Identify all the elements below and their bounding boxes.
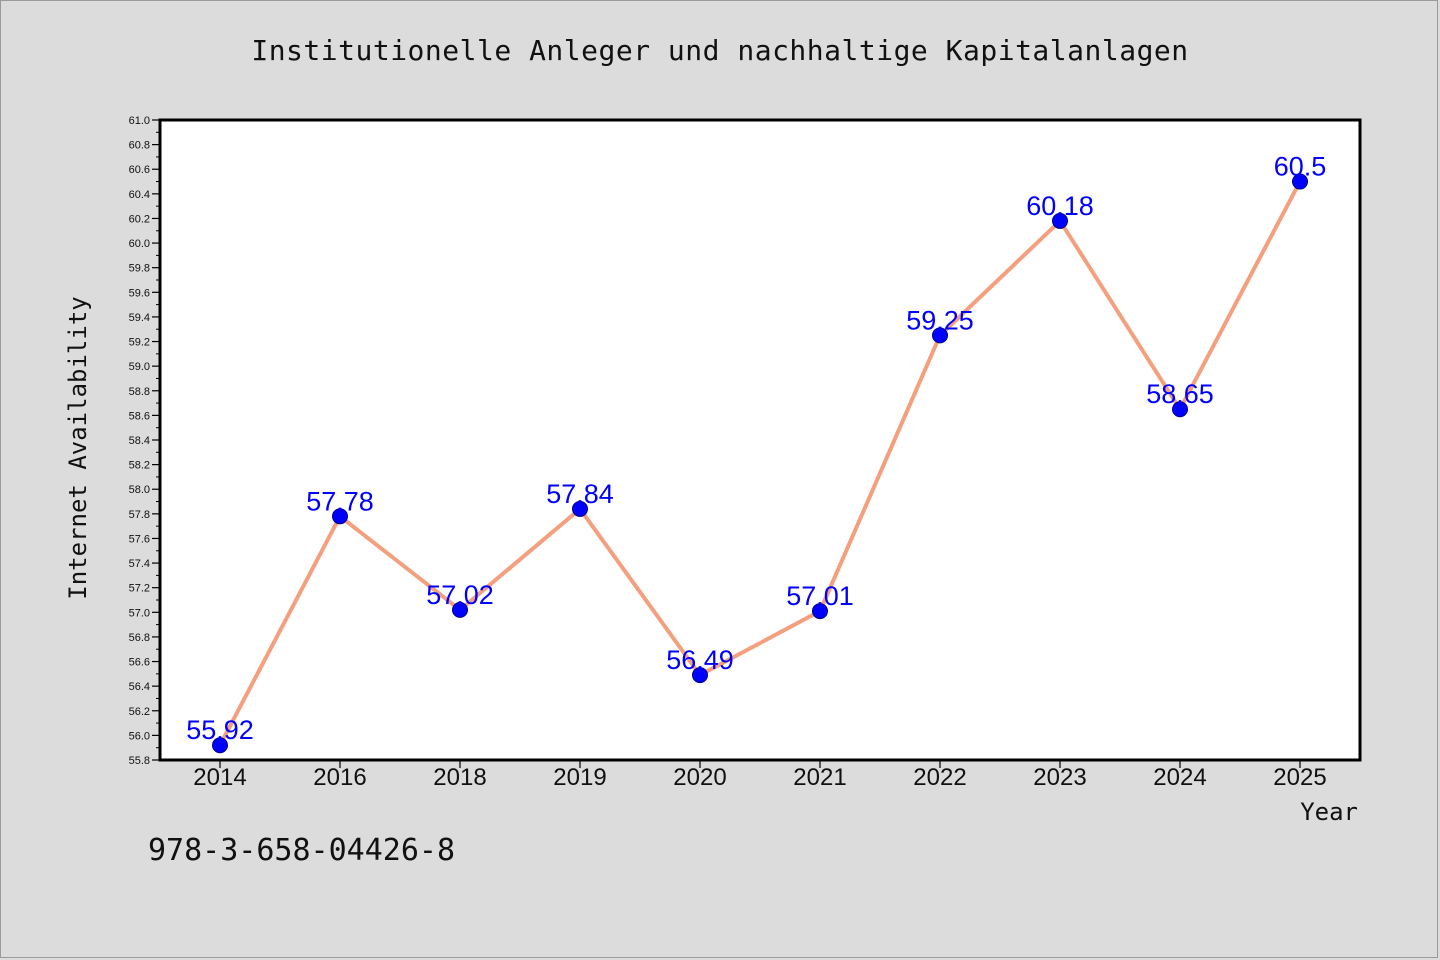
x-tick-label: 2022 (913, 764, 966, 791)
y-tick-label: 61.0 (129, 115, 150, 127)
x-tick-label: 2020 (673, 764, 726, 791)
data-label: 57.84 (546, 479, 614, 509)
x-tick-label: 2018 (433, 764, 486, 791)
x-tick-label: 2023 (1033, 764, 1086, 791)
y-tick-label: 58.6 (129, 410, 150, 422)
y-tick-label: 58.8 (129, 386, 150, 398)
x-axis-title: Year (1300, 798, 1358, 826)
y-tick-label: 58.0 (129, 484, 150, 496)
y-tick-label: 58.4 (129, 435, 150, 447)
y-tick-label: 60.4 (129, 189, 150, 201)
x-axis: 2014 2016 2018 2019 2020 2021 2022 2023 2024 2025 (193, 760, 1327, 791)
footer-code: 978-3-658-04426-8 (148, 833, 456, 868)
data-label: 55.92 (186, 715, 254, 745)
data-label: 60.18 (1026, 191, 1094, 221)
x-tick-label: 2019 (553, 764, 606, 791)
x-tick-label: 2014 (193, 764, 246, 791)
y-tick-label: 60.6 (129, 164, 150, 176)
data-label: 58.65 (1146, 379, 1214, 409)
series-line (218, 180, 1302, 747)
chart-title: Institutionelle Anleger und nachhaltige … (251, 34, 1189, 67)
data-label: 57.02 (426, 580, 494, 610)
y-tick-label: 58.2 (129, 460, 150, 472)
y-tick-label: 56.8 (129, 632, 150, 644)
y-tick-label: 57.2 (129, 583, 150, 595)
y-tick-label: 56.6 (129, 657, 150, 669)
data-point-marker (932, 327, 948, 344)
x-tick-label: 2025 (1273, 764, 1326, 791)
data-label: 60.5 (1274, 152, 1327, 182)
y-tick-label: 57.0 (129, 607, 150, 619)
data-point-marker (212, 737, 228, 754)
data-point-marker (1292, 173, 1308, 190)
y-tick-label: 56.4 (129, 681, 150, 693)
y-tick-label: 59.4 (129, 312, 150, 324)
x-tick-label: 2021 (793, 764, 846, 791)
series-line-group (218, 180, 1302, 747)
data-label: 56.49 (666, 645, 734, 675)
plot-area (158, 118, 1362, 762)
y-tick-label: 57.8 (129, 509, 150, 521)
data-point-marker (332, 508, 348, 525)
y-axis: 55.8 56.0 56.2 56.4 56.6 56.8 57.0 57.2 57.4 57.6… (129, 115, 160, 767)
y-tick-label: 57.4 (129, 558, 150, 570)
data-label-group: 55.92 57.78 57.02 57.84 56.49 57.01 59.25 60.18… (186, 152, 1326, 746)
data-point-marker (1052, 212, 1068, 229)
y-tick-label: 56.2 (129, 706, 150, 718)
data-point-marker (452, 601, 468, 618)
data-point-marker (692, 667, 708, 684)
y-tick-label: 60.2 (129, 213, 150, 225)
y-tick-label: 55.8 (129, 755, 150, 767)
y-tick-label: 57.6 (129, 533, 150, 545)
data-point-marker (572, 500, 588, 517)
y-tick-label: 59.2 (129, 337, 150, 349)
data-label: 57.78 (306, 486, 374, 516)
y-tick-label: 56.0 (129, 730, 150, 742)
y-tick-label: 59.8 (129, 263, 150, 275)
x-tick-label: 2024 (1153, 764, 1206, 791)
y-tick-label: 59.6 (129, 287, 150, 299)
data-point-marker (812, 603, 828, 620)
y-tick-label: 60.8 (129, 140, 150, 152)
data-markers (212, 173, 1308, 754)
x-tick-label: 2016 (313, 764, 366, 791)
y-axis-title: Internet Availability (64, 296, 92, 599)
data-label: 59.25 (906, 305, 974, 335)
y-tick-label: 60.0 (129, 238, 150, 250)
data-point-marker (1172, 401, 1188, 418)
y-tick-label: 59.0 (129, 361, 150, 373)
data-label: 57.01 (786, 581, 854, 611)
